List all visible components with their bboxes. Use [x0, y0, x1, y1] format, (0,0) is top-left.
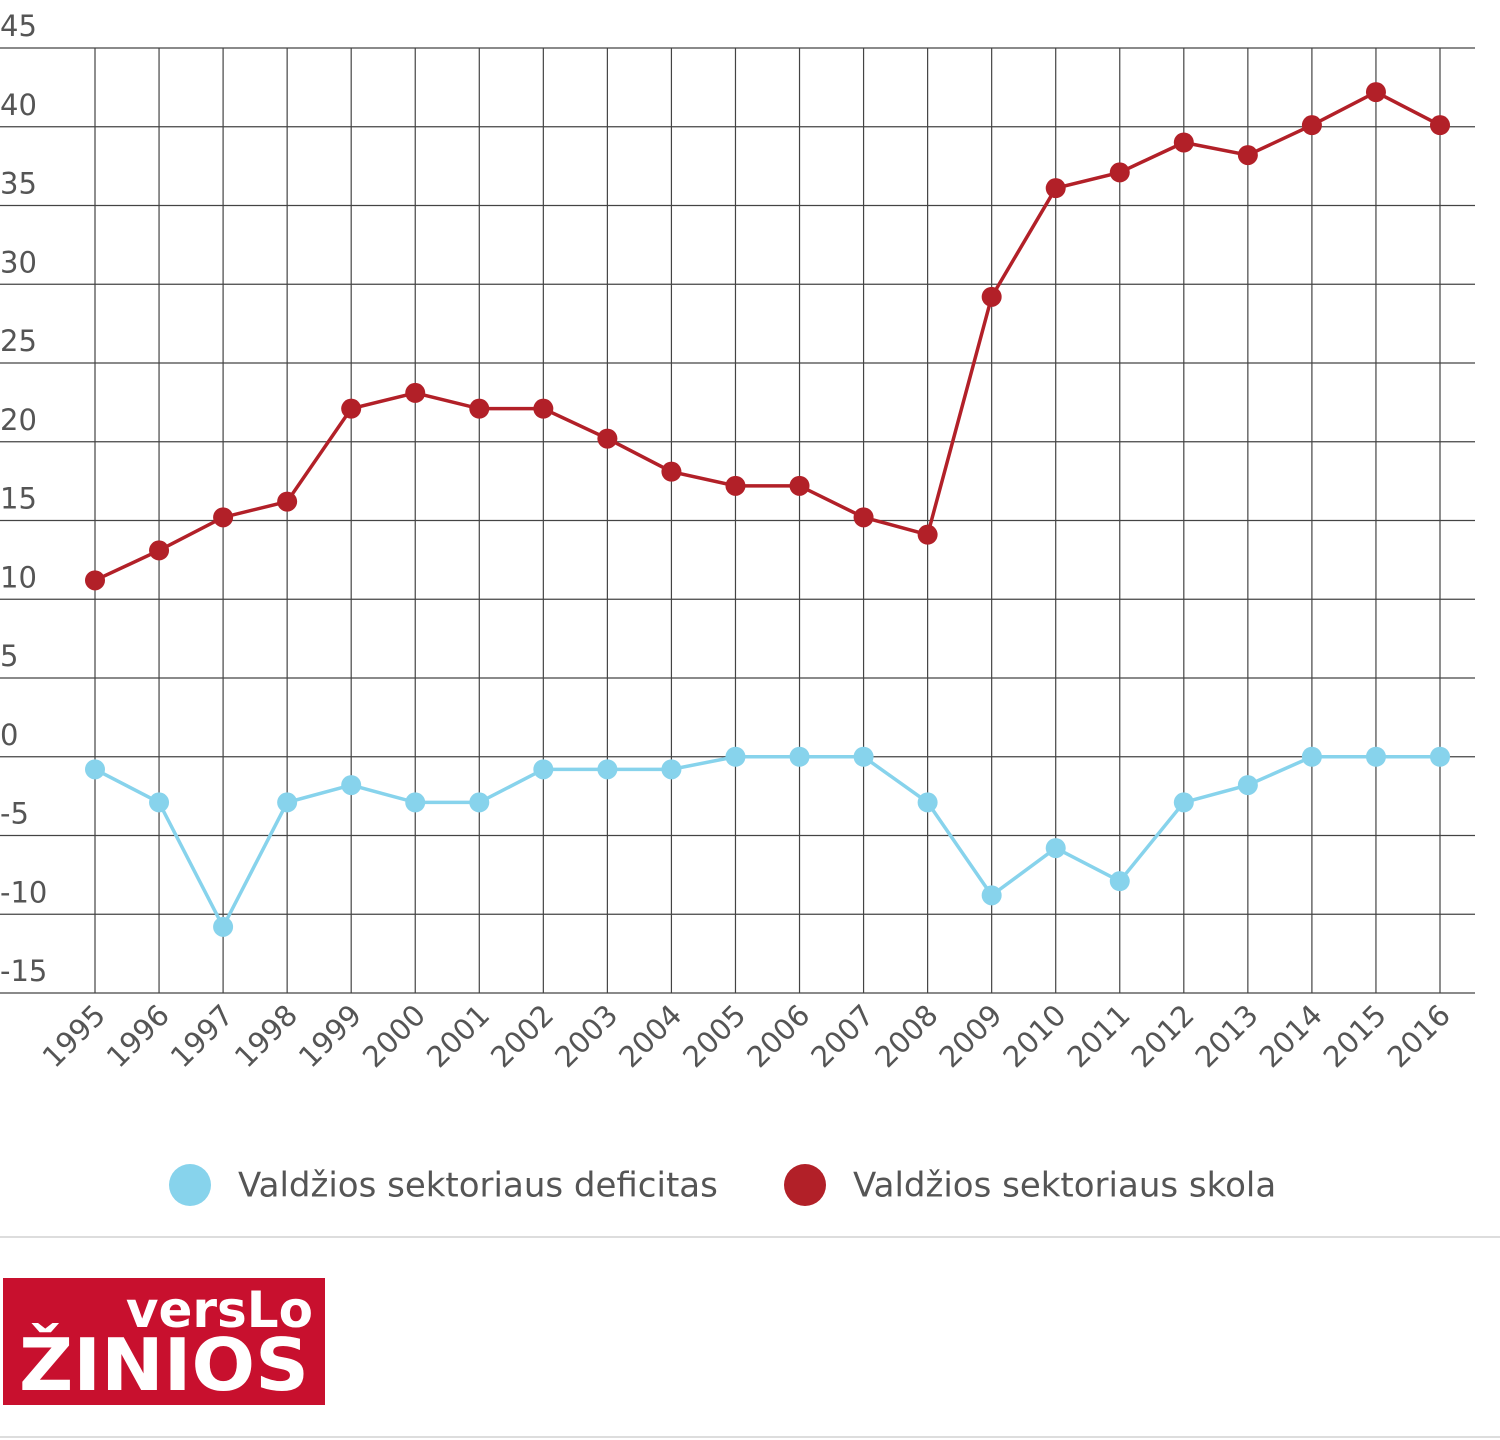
y-tick-label: 20: [0, 403, 37, 437]
data-point: [469, 792, 490, 813]
data-point: [597, 428, 618, 449]
y-tick-label: 40: [0, 88, 37, 122]
data-point: [533, 759, 554, 780]
data-point: [1237, 145, 1258, 166]
x-tick-label: 1999: [292, 998, 368, 1074]
legend-marker: [169, 1164, 211, 1206]
data-point: [277, 792, 298, 813]
x-tick-label: 2009: [932, 998, 1008, 1074]
data-point: [213, 916, 234, 937]
legend-label: Valdžios sektoriaus deficitas: [238, 1166, 718, 1206]
data-point: [981, 286, 1002, 307]
data-point: [1045, 178, 1066, 199]
data-point: [341, 398, 362, 419]
data-point: [149, 792, 170, 813]
data-point: [661, 759, 682, 780]
y-tick-label: 15: [0, 482, 37, 516]
logo-box: [3, 1278, 325, 1405]
data-point: [213, 507, 234, 528]
y-tick-label: 30: [0, 245, 37, 279]
x-tick-label: 2001: [420, 998, 496, 1074]
data-point: [405, 792, 426, 813]
x-tick-label: 2013: [1189, 998, 1265, 1074]
logo: versLo ŽINIOS: [3, 1278, 325, 1407]
x-tick-label: 2010: [996, 998, 1072, 1074]
x-tick-label: 2005: [676, 998, 752, 1074]
x-tick-label: 2011: [1060, 998, 1136, 1074]
x-tick-label: 2004: [612, 998, 688, 1074]
data-point: [341, 775, 362, 796]
data-point: [981, 885, 1002, 906]
data-point: [85, 570, 105, 591]
y-tick-label: -5: [0, 797, 29, 831]
data-point: [597, 759, 618, 780]
y-tick-label: 45: [0, 9, 37, 43]
x-tick-label: 2008: [868, 998, 944, 1074]
legend-label: Valdžios sektoriaus skola: [853, 1166, 1276, 1206]
x-tick-label: 2007: [804, 998, 880, 1074]
data-point: [1365, 82, 1386, 103]
x-tick-label: 2006: [740, 998, 816, 1074]
y-tick-label: 5: [0, 639, 18, 673]
x-tick-label: 2003: [548, 998, 624, 1074]
data-point: [1173, 792, 1194, 813]
x-tick-label: 2002: [484, 998, 560, 1074]
data-point: [1301, 115, 1322, 136]
data-point: [1430, 746, 1450, 767]
y-tick-label: 25: [0, 324, 37, 358]
data-point: [1301, 746, 1322, 767]
x-tick-label: 1998: [228, 998, 304, 1074]
logo-top: versLo: [126, 1281, 313, 1339]
logo-bottom: ŽINIOS: [19, 1323, 309, 1407]
data-point: [725, 746, 746, 767]
x-tick-label: 2016: [1381, 998, 1457, 1074]
x-tick-label: 2012: [1125, 998, 1201, 1074]
data-point: [1045, 838, 1066, 859]
data-point: [917, 524, 938, 545]
y-tick-label: -10: [0, 875, 47, 909]
data-point: [1237, 775, 1258, 796]
x-tick-label: 1997: [164, 998, 240, 1074]
x-tick-label: 2000: [356, 998, 432, 1074]
data-point: [1430, 115, 1450, 136]
series-line: [94, 755, 1440, 931]
data-point: [533, 398, 554, 419]
data-point: [1173, 132, 1194, 153]
data-point: [1109, 871, 1130, 892]
data-point: [853, 746, 874, 767]
data-point: [661, 461, 682, 482]
data-point: [149, 540, 170, 561]
data-point: [725, 475, 746, 496]
y-tick-label: -15: [0, 954, 47, 988]
data-point: [789, 475, 810, 496]
data-point: [277, 491, 298, 512]
y-tick-label: 0: [0, 718, 18, 752]
y-tick-label: 35: [0, 167, 37, 201]
y-tick-label: 10: [0, 560, 37, 594]
data-point: [853, 507, 874, 528]
x-tick-label: 1995: [36, 998, 112, 1074]
x-tick-label: 1996: [100, 998, 176, 1074]
data-point: [1109, 162, 1130, 183]
legend-marker: [784, 1164, 826, 1206]
data-point: [789, 746, 810, 767]
data-point: [405, 382, 426, 403]
data-point: [85, 759, 105, 780]
x-tick-label: 2014: [1253, 998, 1329, 1074]
series-line: [94, 90, 1441, 582]
data-point: [469, 398, 490, 419]
data-point: [917, 792, 938, 813]
data-point: [1365, 746, 1386, 767]
x-tick-label: 2015: [1317, 998, 1393, 1074]
